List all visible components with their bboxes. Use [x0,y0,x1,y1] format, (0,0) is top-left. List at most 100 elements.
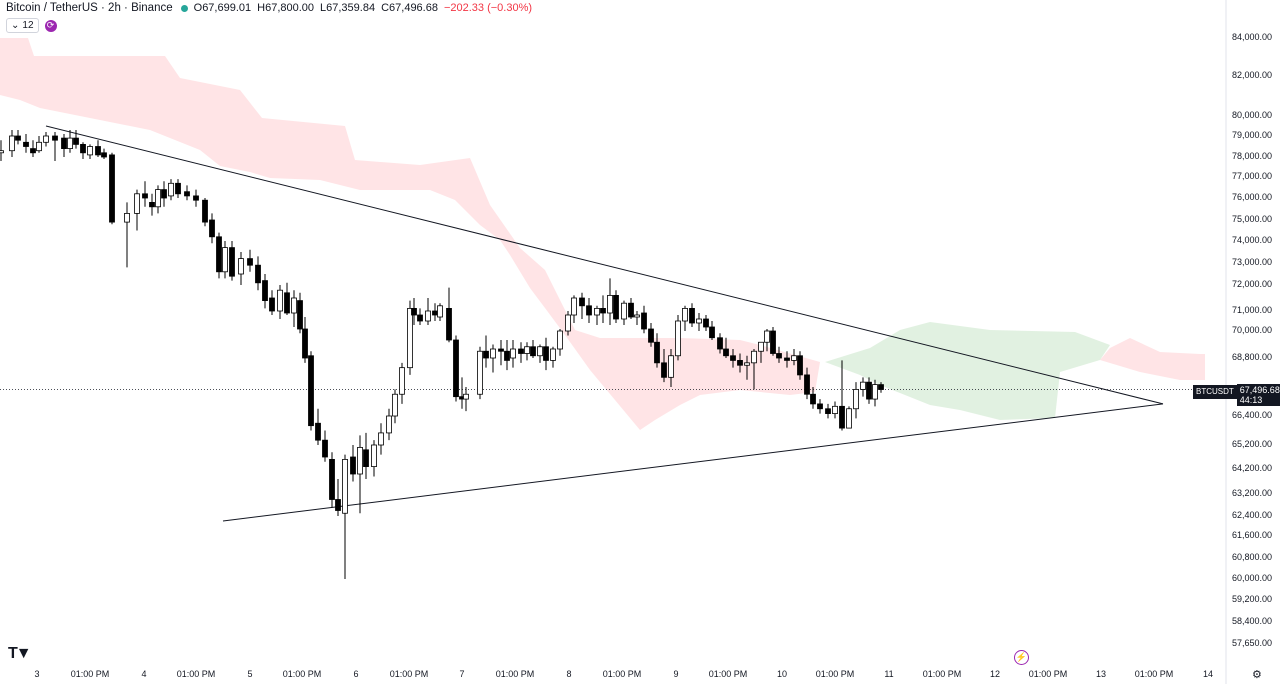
candle-body [751,350,757,364]
candle-body [335,499,341,511]
symbol-title[interactable]: Bitcoin / TetherUS · 2h · Binance [6,2,173,14]
candle-body [804,374,810,395]
candle-body [61,137,67,150]
time-tick-label: 8 [566,669,572,679]
candle-body [613,294,619,320]
candle-body [342,458,348,514]
candle-body [209,219,215,238]
candle-body [322,439,328,458]
candle-body [839,405,845,429]
candle-body [723,348,729,357]
lightning-icon[interactable]: ⚡ [1014,650,1029,665]
candle-body [277,289,283,312]
candle-body [797,355,803,376]
candle-body [810,393,816,405]
price-tick-label: 60,000.00 [1231,573,1272,583]
candle-body [524,346,530,354]
price-tick-label: 70,000.00 [1231,325,1272,335]
candle-body [371,444,377,468]
high-value: 67,800.00 [265,2,315,14]
candle-body [668,355,674,378]
price-tick-label: 84,000.00 [1231,32,1272,42]
low-value: 67,359.84 [326,2,376,14]
candle-body [764,330,770,343]
sync-icon[interactable]: ⟳ [44,19,57,32]
last-price-tag: BTCUSDT 67,496.68 44:13 [1193,384,1280,406]
gear-icon[interactable]: ⚙ [1252,669,1262,681]
time-tick-label: 10 [776,669,788,679]
candle-body [149,201,155,208]
candle-body [357,446,363,475]
time-tick-label: 7 [459,669,465,679]
candle-body [846,408,852,429]
time-tick-label: 6 [353,669,359,679]
candle-body [350,456,356,475]
price-tick-label: 82,000.00 [1231,70,1272,80]
candle-body [770,330,776,354]
candle-body [161,189,167,199]
candle-body [498,348,504,352]
candle-body [101,152,107,158]
candle-body [184,191,190,197]
time-tick-label: 01:00 PM [70,669,110,679]
candle-body [634,314,640,318]
candle-body [537,346,543,357]
trendline-1 [45,125,1164,405]
candle-body [621,302,627,320]
price-tick-label: 78,000.00 [1231,151,1272,161]
candle-body [222,247,228,273]
market-status-icon [180,4,188,12]
candle-body [238,258,244,275]
candle-body [386,415,392,434]
candle-body [737,360,743,366]
candle-body [284,292,290,314]
time-tick-label: 01:00 PM [1134,669,1174,679]
indicators-toggle[interactable]: ⌄ 12 [6,18,39,33]
bullish-cloud [825,322,1110,420]
time-tick-label: 01:00 PM [815,669,855,679]
price-tick-label: 71,000.00 [1231,305,1272,315]
price-tick-label: 68,800.00 [1231,352,1272,362]
price-tag-countdown: 44:13 [1239,395,1263,405]
candle-body [530,346,536,357]
chevron-down-icon: ⌄ [11,20,20,31]
candle-body [297,300,303,330]
candle-body [703,318,709,328]
candle-body [255,264,261,284]
price-tick-label: 60,800.00 [1231,552,1272,562]
time-tick-label: 01:00 PM [282,669,322,679]
candle-body [709,326,715,339]
candle-body [586,305,592,316]
candle-body [565,314,571,332]
candle-body [168,182,174,197]
candle-body [628,302,634,318]
price-tick-label: 63,200.00 [1231,488,1272,498]
candle-body [216,236,222,273]
indicator-count: 12 [22,20,34,31]
price-tick-label: 64,200.00 [1231,463,1272,473]
candle-body [407,307,413,369]
candle-body [689,307,695,324]
time-tick-label: 9 [673,669,679,679]
candle-body [73,137,79,145]
open-value: 67,699.01 [202,2,252,14]
price-tick-label: 58,400.00 [1231,616,1272,626]
price-tick-label: 61,600.00 [1231,530,1272,540]
candle-body [262,280,268,302]
candle-body [308,355,314,427]
time-tick-label: 01:00 PM [495,669,535,679]
candle-body [392,393,398,417]
price-tick-label: 57,650.00 [1231,638,1272,648]
candle-body [175,182,181,195]
price-tick-label: 72,000.00 [1231,279,1272,289]
candle-body [417,314,423,322]
tradingview-logo[interactable]: T▼ [8,645,32,662]
time-tick-label: 4 [141,669,147,679]
bearish-cloud-future [1100,338,1205,380]
candle-body [302,328,308,359]
price-tick-label: 74,000.00 [1231,235,1272,245]
candle-body [109,154,115,223]
candle-body [594,307,600,316]
candle-body [202,199,208,223]
